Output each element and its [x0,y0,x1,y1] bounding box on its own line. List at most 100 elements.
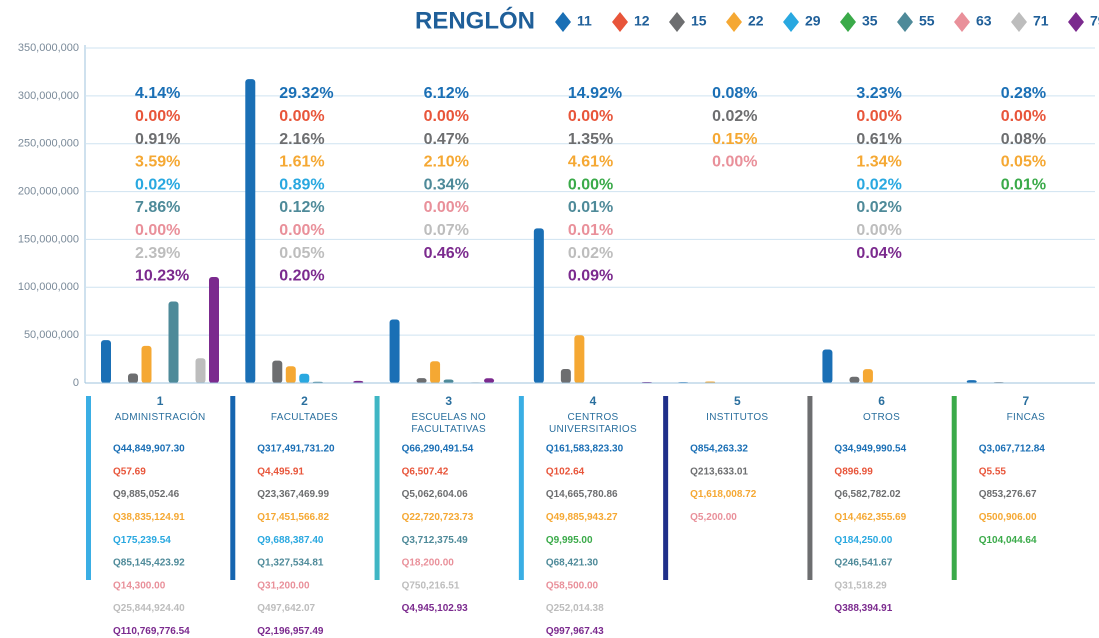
percent-label: 0.47% [424,131,469,148]
percent-label: 29.32% [279,85,333,102]
percent-label: 0.00% [856,108,901,125]
legend-marker [783,12,799,32]
amount-label: Q17,451,566.82 [257,512,329,523]
bar [209,276,219,383]
bar [533,228,544,383]
category-number: 6 [878,394,885,408]
percent-label: 0.28% [1001,85,1046,102]
y-tick-label: 250,000,000 [18,138,79,150]
percent-label: 0.02% [568,245,613,262]
category-divider [807,396,813,580]
bar [822,349,833,383]
legend-label: 15 [691,13,707,29]
amount-label: Q896.99 [834,466,873,477]
legend-title: RENGLÓN [415,6,535,34]
bar [560,368,571,383]
y-tick-label: 350,000,000 [18,42,79,54]
legend-label: 22 [748,13,764,29]
amount-label: Q3,712,375.49 [402,535,469,546]
legend-marker [555,12,571,32]
category-number: 5 [734,394,741,408]
legend-marker [726,12,742,32]
legend-label: 29 [805,13,821,29]
amount-label: Q213,633.01 [690,466,748,477]
bar [484,378,495,383]
percent-label: 4.61% [568,154,613,171]
percent-label: 0.34% [424,176,469,193]
amount-label: Q14,462,355.69 [834,512,906,523]
percent-label: 0.09% [568,268,613,285]
amount-label: Q5,062,604.06 [402,489,469,500]
percent-label: 0.89% [279,176,324,193]
percent-label: 0.12% [279,199,324,216]
percent-label: 0.20% [279,268,324,285]
percent-label: 0.01% [1001,176,1046,193]
category-number: 7 [1023,394,1030,408]
bar [443,379,454,383]
bar [141,345,152,383]
percent-label: 0.15% [712,131,757,148]
amount-label: Q18,200.00 [402,558,455,569]
bar [430,361,441,383]
y-tick-label: 50,000,000 [24,329,79,341]
amount-label: Q14,300.00 [113,580,166,591]
percent-label: 0.00% [568,108,613,125]
legend-marker [897,12,913,32]
amount-label: Q161,583,823.30 [546,444,624,455]
bar [862,369,873,383]
category-number: 1 [157,394,164,408]
percent-label: 1.61% [279,154,324,171]
amount-label: Q9,688,387.40 [257,535,324,546]
percent-label: 0.02% [712,108,757,125]
category-number: 4 [590,394,597,408]
bar [272,360,283,383]
amount-label: Q500,906.00 [979,512,1037,523]
percent-label: 0.91% [135,131,180,148]
amount-label: Q66,290,491.54 [402,444,474,455]
category-divider [518,396,524,580]
y-tick-label: 300,000,000 [18,90,79,102]
legend-label: 12 [634,13,650,29]
bar [128,373,138,383]
category-name: ESCUELAS NO FACULTATIVAS [411,412,486,435]
bar [299,373,310,383]
category-name: CENTROS UNIVERSITARIOS [549,412,637,435]
amount-label: Q110,769,776.54 [113,626,190,637]
percent-label: 0.00% [279,222,324,239]
amount-label: Q497,642.07 [257,603,315,614]
bar [195,358,206,383]
y-tick-label: 0 [73,377,79,389]
category-divider [86,396,91,580]
percent-label: 0.00% [856,222,901,239]
amount-label: Q31,200.00 [257,580,310,591]
amount-label: Q5.55 [979,466,1007,477]
bar [574,335,585,383]
amount-label: Q25,844,924.40 [113,603,185,614]
legend-label: 35 [862,13,878,29]
amount-label: Q23,367,469.99 [257,489,329,500]
amount-label: Q44,849,907.30 [113,444,185,455]
amount-label: Q246,541.67 [834,558,892,569]
bar [389,319,400,383]
category-divider [951,396,957,580]
amount-label: Q4,495.91 [257,466,304,477]
amount-label: Q1,327,534.81 [257,558,324,569]
percent-label: 0.01% [568,222,613,239]
amount-label: Q49,885,943.27 [546,512,618,523]
amount-label: Q58,500.00 [546,580,599,591]
legend-marker [954,12,970,32]
category-name: ADMINISTRACIÓN [114,412,206,423]
percent-label: 0.08% [1001,131,1046,148]
legend-marker [1011,12,1027,32]
amount-label: Q3,067,712.84 [979,444,1046,455]
percent-label: 0.02% [856,199,901,216]
amount-label: Q57.69 [113,466,146,477]
amount-label: Q317,491,731.20 [257,444,335,455]
amount-label: Q854,263.32 [690,444,748,455]
percent-label: 0.00% [424,199,469,216]
percent-label: 0.02% [135,176,180,193]
bar [849,376,860,383]
legend-marker [669,12,685,32]
legend-label: 11 [577,13,592,29]
